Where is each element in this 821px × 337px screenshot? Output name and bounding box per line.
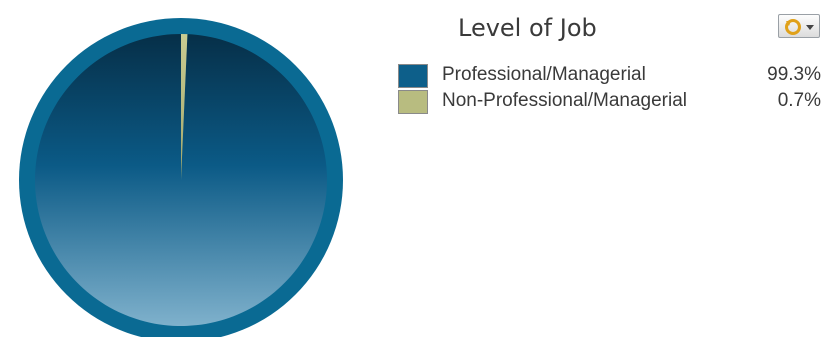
legend-item-non-professional[interactable]: Non-Professional/Managerial 0.7% <box>398 88 821 114</box>
legend-value: 0.7% <box>777 90 821 111</box>
legend-item-professional[interactable]: Professional/Managerial 99.3% <box>398 62 821 88</box>
legend-label: Professional/Managerial <box>442 64 646 85</box>
legend-label: Non-Professional/Managerial <box>442 90 688 111</box>
chart-menu-button[interactable] <box>778 14 820 38</box>
chart-title: Level of Job <box>458 14 597 42</box>
legend-value: 99.3% <box>767 64 821 85</box>
refresh-dropdown-icon <box>785 19 814 35</box>
pie-slice-non-professional[interactable] <box>181 34 188 180</box>
legend-swatch <box>398 90 428 114</box>
legend: Professional/Managerial 99.3% Non-Profes… <box>398 62 821 114</box>
pie-slice-professional[interactable] <box>34 34 327 326</box>
legend-swatch <box>398 64 428 88</box>
